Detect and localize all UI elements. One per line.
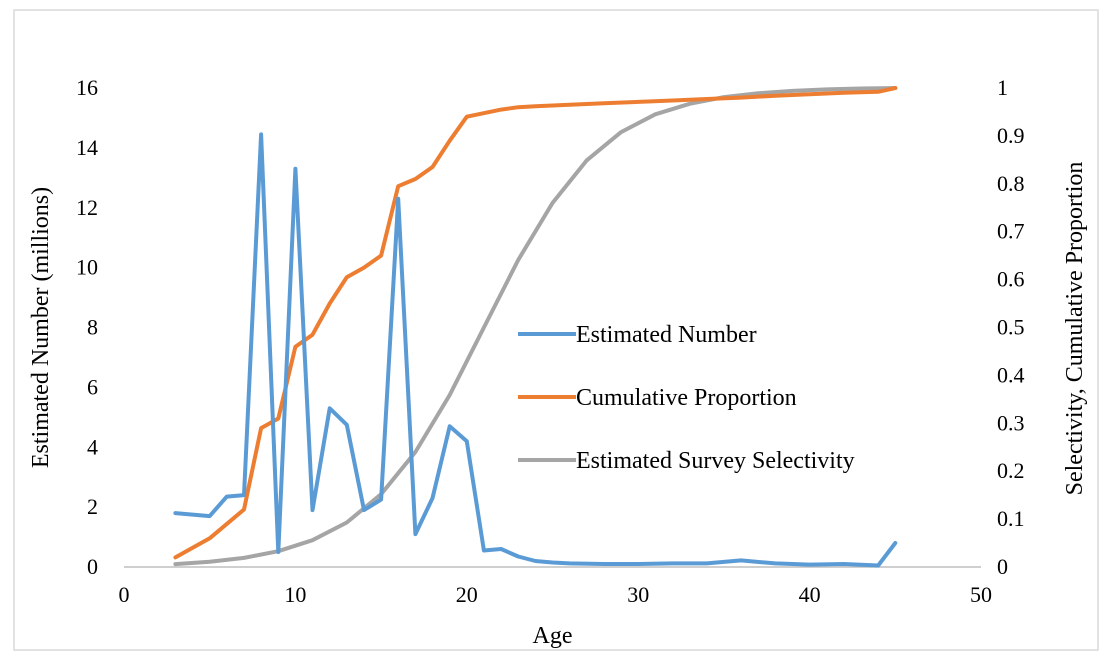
y2-tick-label: 0.5 — [997, 315, 1025, 340]
y-tick-label: 14 — [76, 135, 98, 160]
y2-tick-label: 0.6 — [997, 267, 1025, 292]
y-tick-label: 6 — [87, 374, 98, 399]
legend: Estimated Number Cumulative Proportion Est… — [518, 322, 855, 474]
x-tick-label: 0 — [119, 582, 130, 607]
y2-tick-label: 0.3 — [997, 410, 1025, 435]
legend-label: Estimated Number — [576, 322, 757, 348]
x-tick-label: 40 — [799, 582, 821, 607]
series-line-estimated-number — [173, 132, 898, 568]
x-tick-label: 30 — [627, 582, 649, 607]
chart-frame — [13, 9, 1099, 651]
y-tick-label: 12 — [76, 195, 98, 220]
series-layer — [173, 86, 898, 568]
x-axis-title: Age — [533, 623, 573, 649]
y-tick-label: 10 — [76, 255, 98, 280]
series-line-estimated-survey-selectivity — [173, 86, 898, 567]
axes-group: 0 10 20 30 40 50024681012141600.10.20.30.40.5… — [76, 75, 1025, 607]
legend-label: Cumulative Proportion — [576, 385, 797, 411]
y2-tick-label: 0.2 — [997, 458, 1025, 483]
y2-tick-label: 1 — [997, 75, 1008, 100]
y-tick-label: 16 — [76, 75, 98, 100]
x-tick-label: 50 — [970, 582, 992, 607]
series-line-cumulative-proportion — [173, 86, 898, 560]
x-tick-label: 10 — [284, 582, 306, 607]
y-tick-label: 4 — [87, 434, 98, 459]
y2-tick-label: 0.8 — [997, 171, 1025, 196]
y2-tick-label: 0.7 — [997, 219, 1025, 244]
y-tick-label: 8 — [87, 315, 98, 340]
y2-tick-label: 0.9 — [997, 123, 1025, 148]
y-tick-label: 0 — [87, 554, 98, 579]
y-tick-label: 2 — [87, 494, 98, 519]
y2-tick-label: 0 — [997, 554, 1008, 579]
y2-tick-label: 0.4 — [997, 362, 1025, 387]
x-tick-label: 20 — [456, 582, 478, 607]
y2-tick-label: 0.1 — [997, 506, 1025, 531]
y2-axis-title: Selectivity, Cumulative Proportion — [1062, 162, 1088, 496]
y-axis-title: Estimated Number (millions) — [28, 187, 54, 468]
legend-label: Estimated Survey Selectivity — [576, 448, 855, 474]
